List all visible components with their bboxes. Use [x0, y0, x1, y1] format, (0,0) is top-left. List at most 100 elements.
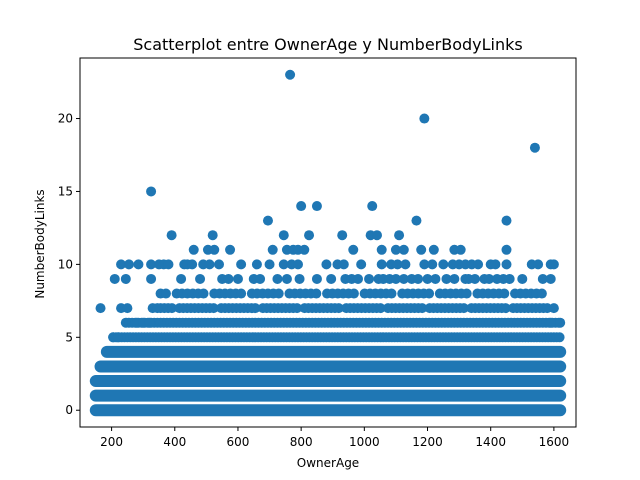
x-tick-label: 400 — [163, 435, 186, 449]
x-tick-label: 1600 — [539, 435, 570, 449]
data-point — [304, 230, 315, 241]
data-point — [441, 273, 452, 284]
data-point — [311, 288, 322, 299]
data-point — [501, 244, 512, 255]
data-point — [299, 244, 310, 255]
data-point — [236, 288, 247, 299]
data-point — [411, 215, 422, 226]
data-point — [390, 273, 401, 284]
data-point — [338, 259, 349, 270]
data-point — [500, 303, 511, 314]
data-point — [554, 332, 565, 343]
data-point — [273, 288, 284, 299]
y-tick-label: 20 — [58, 112, 73, 126]
data-point — [545, 273, 556, 284]
x-tick-label: 1200 — [412, 435, 443, 449]
data-point — [537, 273, 548, 284]
data-point — [281, 273, 292, 284]
data-point — [278, 230, 289, 241]
data-point — [555, 317, 566, 328]
data-point — [146, 259, 157, 270]
data-point — [449, 273, 460, 284]
data-point — [285, 69, 296, 80]
data-point — [264, 259, 275, 270]
x-tick-label: 1000 — [349, 435, 380, 449]
data-point — [251, 259, 262, 270]
data-point — [292, 259, 303, 270]
data-point — [376, 259, 387, 270]
data-point — [422, 273, 433, 284]
data-point — [419, 113, 430, 124]
dense-band-y0 — [89, 404, 567, 417]
data-point — [294, 273, 305, 284]
data-point — [166, 303, 177, 314]
data-point — [122, 303, 133, 314]
data-point — [430, 273, 441, 284]
data-point — [112, 332, 123, 343]
data-point — [461, 288, 472, 299]
data-point — [133, 259, 144, 270]
data-point — [109, 273, 120, 284]
data-point — [123, 259, 134, 270]
data-point — [455, 244, 466, 255]
data-point — [236, 259, 247, 270]
x-tick-label: 800 — [290, 435, 313, 449]
data-point — [400, 259, 411, 270]
data-point — [416, 244, 427, 255]
data-point — [413, 273, 424, 284]
y-axis-label: NumberBodyLinks — [33, 189, 47, 298]
data-point — [353, 273, 364, 284]
data-point — [209, 244, 220, 255]
data-point — [337, 230, 348, 241]
data-point — [208, 303, 219, 314]
y-tick-label: 15 — [58, 184, 73, 198]
x-axis-label: OwnerAge — [297, 456, 359, 470]
data-point — [473, 259, 484, 270]
data-points — [89, 69, 567, 417]
data-point — [490, 259, 501, 270]
data-point — [371, 230, 382, 241]
data-point — [176, 273, 187, 284]
data-point — [116, 259, 127, 270]
data-point — [195, 273, 206, 284]
data-point — [296, 201, 307, 212]
data-point — [160, 288, 171, 299]
data-point — [390, 244, 401, 255]
data-point — [214, 259, 225, 270]
data-point — [356, 259, 367, 270]
dense-band-y2 — [89, 375, 567, 388]
data-point — [517, 273, 528, 284]
data-point — [375, 303, 386, 314]
data-point — [311, 273, 322, 284]
data-point — [364, 273, 375, 284]
data-point — [225, 244, 236, 255]
data-point — [333, 303, 344, 314]
data-point — [458, 303, 469, 314]
chart-title: Scatterplot entre OwnerAge y NumberBodyL… — [133, 35, 522, 54]
data-point — [152, 303, 163, 314]
dense-band-y4 — [100, 345, 567, 358]
data-point — [398, 273, 409, 284]
data-point — [419, 259, 430, 270]
data-point — [146, 186, 157, 197]
data-point — [163, 259, 174, 270]
data-point — [223, 273, 234, 284]
data-point — [501, 215, 512, 226]
data-point — [548, 303, 559, 314]
data-point — [146, 273, 157, 284]
x-tick-label: 200 — [100, 435, 123, 449]
data-point — [267, 244, 278, 255]
data-point — [438, 259, 449, 270]
data-point — [348, 244, 359, 255]
data-point — [120, 273, 131, 284]
data-point — [198, 288, 209, 299]
data-point — [95, 303, 106, 314]
data-point — [311, 201, 322, 212]
data-point — [166, 230, 177, 241]
data-point — [321, 259, 332, 270]
data-point — [504, 273, 515, 284]
data-point — [424, 288, 435, 299]
data-point — [484, 273, 495, 284]
y-tick-label: 5 — [65, 330, 73, 344]
data-point — [394, 230, 405, 241]
